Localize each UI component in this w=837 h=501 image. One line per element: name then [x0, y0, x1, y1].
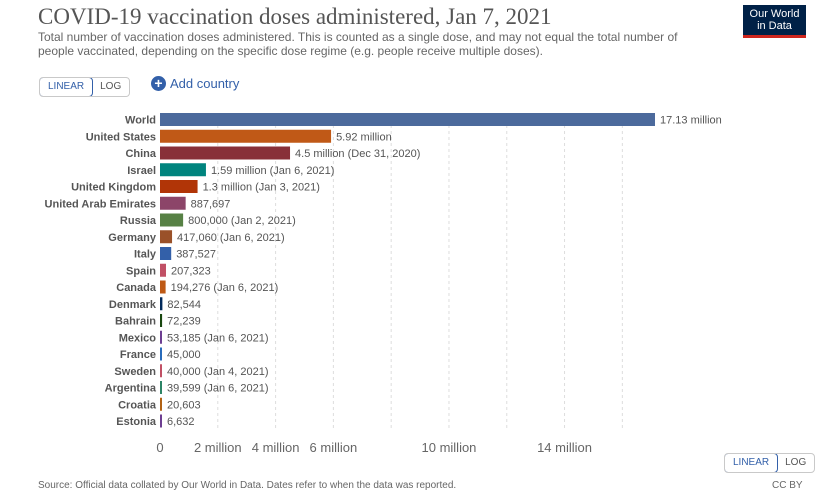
category-label-10: Canada: [116, 282, 157, 294]
category-label-3: Israel: [127, 165, 156, 177]
bar-1: [160, 129, 332, 143]
category-label-9: Spain: [126, 265, 156, 277]
category-label-14: France: [120, 349, 156, 361]
x-tick-label-0: 0: [156, 440, 163, 455]
data-label-7: 417,060 (Jan 6, 2021): [177, 232, 285, 244]
chart-subtitle: Total number of vaccination doses admini…: [38, 30, 678, 58]
data-label-4: 1.3 million (Jan 3, 2021): [203, 182, 320, 194]
linear-scale-button[interactable]: LINEAR: [40, 78, 94, 96]
category-label-2: China: [125, 148, 156, 160]
bar-13: [160, 330, 162, 344]
bar-15: [160, 364, 162, 378]
bar-3: [160, 163, 206, 177]
license-link[interactable]: CC BY: [772, 480, 803, 491]
bar-18: [160, 414, 162, 428]
bar-8: [160, 247, 172, 260]
data-label-11: 82,544: [167, 299, 201, 311]
bar-0: [160, 113, 655, 126]
x-tick-label-2: 4 million: [252, 440, 300, 455]
data-label-14: 45,000: [167, 349, 201, 361]
bar-11: [160, 297, 163, 311]
log-scale-button-bottom[interactable]: LOG: [785, 457, 807, 468]
bar-17: [160, 397, 162, 411]
chart-title: COVID-19 vaccination doses administered,…: [38, 4, 552, 29]
x-tick-label-5: 14 million: [537, 440, 592, 455]
category-label-16: Argentina: [105, 383, 157, 395]
category-label-13: Mexico: [119, 332, 157, 344]
category-label-7: Germany: [108, 232, 157, 244]
category-label-15: Sweden: [114, 366, 156, 378]
category-label-17: Croatia: [118, 399, 157, 411]
data-label-16: 39,599 (Jan 6, 2021): [167, 383, 269, 395]
bar-4: [160, 180, 198, 193]
data-label-1: 5.92 million: [336, 131, 392, 143]
data-label-18: 6,632: [167, 416, 195, 428]
bar-7: [160, 230, 173, 244]
bar-12: [160, 314, 163, 327]
logo-line-2: in Data: [757, 20, 792, 32]
data-label-8: 387,527: [176, 249, 216, 261]
data-label-9: 207,323: [171, 265, 211, 277]
category-label-5: United Arab Emirates: [45, 198, 156, 210]
bar-10: [160, 280, 166, 294]
bar-2: [160, 146, 291, 160]
data-label-3: 1.59 million (Jan 6, 2021): [211, 165, 335, 177]
add-country-button[interactable]: + Add country: [151, 76, 239, 91]
data-label-12: 72,239: [167, 316, 201, 328]
bar-chart: 0 2 million 4 million 6 million 10 million 14…: [45, 113, 722, 455]
category-label-1: United States: [86, 131, 156, 143]
scale-toggle-bottom: LINEAR LOG: [724, 453, 816, 473]
category-label-8: Italy: [134, 249, 157, 261]
logo-line-1: Our World: [749, 8, 800, 20]
x-tick-label-3: 6 million: [310, 440, 358, 455]
data-label-2: 4.5 million (Dec 31, 2020): [295, 148, 420, 160]
data-label-15: 40,000 (Jan 4, 2021): [167, 366, 269, 378]
add-country-label: Add country: [170, 76, 240, 91]
bar-6: [160, 213, 184, 227]
category-label-11: Denmark: [109, 299, 157, 311]
bar-14: [160, 347, 162, 361]
data-label-10: 194,276 (Jan 6, 2021): [171, 282, 279, 294]
data-label-13: 53,185 (Jan 6, 2021): [167, 332, 269, 344]
owid-logo[interactable]: Our World in Data: [743, 5, 806, 38]
data-label-6: 800,000 (Jan 2, 2021): [188, 215, 296, 227]
category-label-18: Estonia: [116, 416, 157, 428]
category-label-0: World: [125, 115, 156, 127]
source-note: Source: Official data collated by Our Wo…: [38, 480, 457, 491]
data-label-5: 887,697: [191, 198, 231, 210]
category-label-6: Russia: [120, 215, 157, 227]
x-tick-label-4: 10 million: [422, 440, 477, 455]
category-label-12: Bahrain: [115, 316, 156, 328]
bar-9: [160, 263, 166, 277]
bar-16: [160, 381, 162, 394]
plus-circle-icon: +: [151, 76, 166, 91]
bar-5: [160, 196, 186, 210]
x-tick-label-1: 2 million: [194, 440, 242, 455]
data-label-17: 20,603: [167, 399, 201, 411]
data-label-0: 17.13 million: [660, 115, 722, 127]
scale-toggle-top: LINEAR LOG: [39, 77, 131, 97]
linear-scale-button-bottom[interactable]: LINEAR: [725, 454, 779, 472]
log-scale-button[interactable]: LOG: [100, 81, 122, 92]
category-label-4: United Kingdom: [71, 182, 156, 194]
